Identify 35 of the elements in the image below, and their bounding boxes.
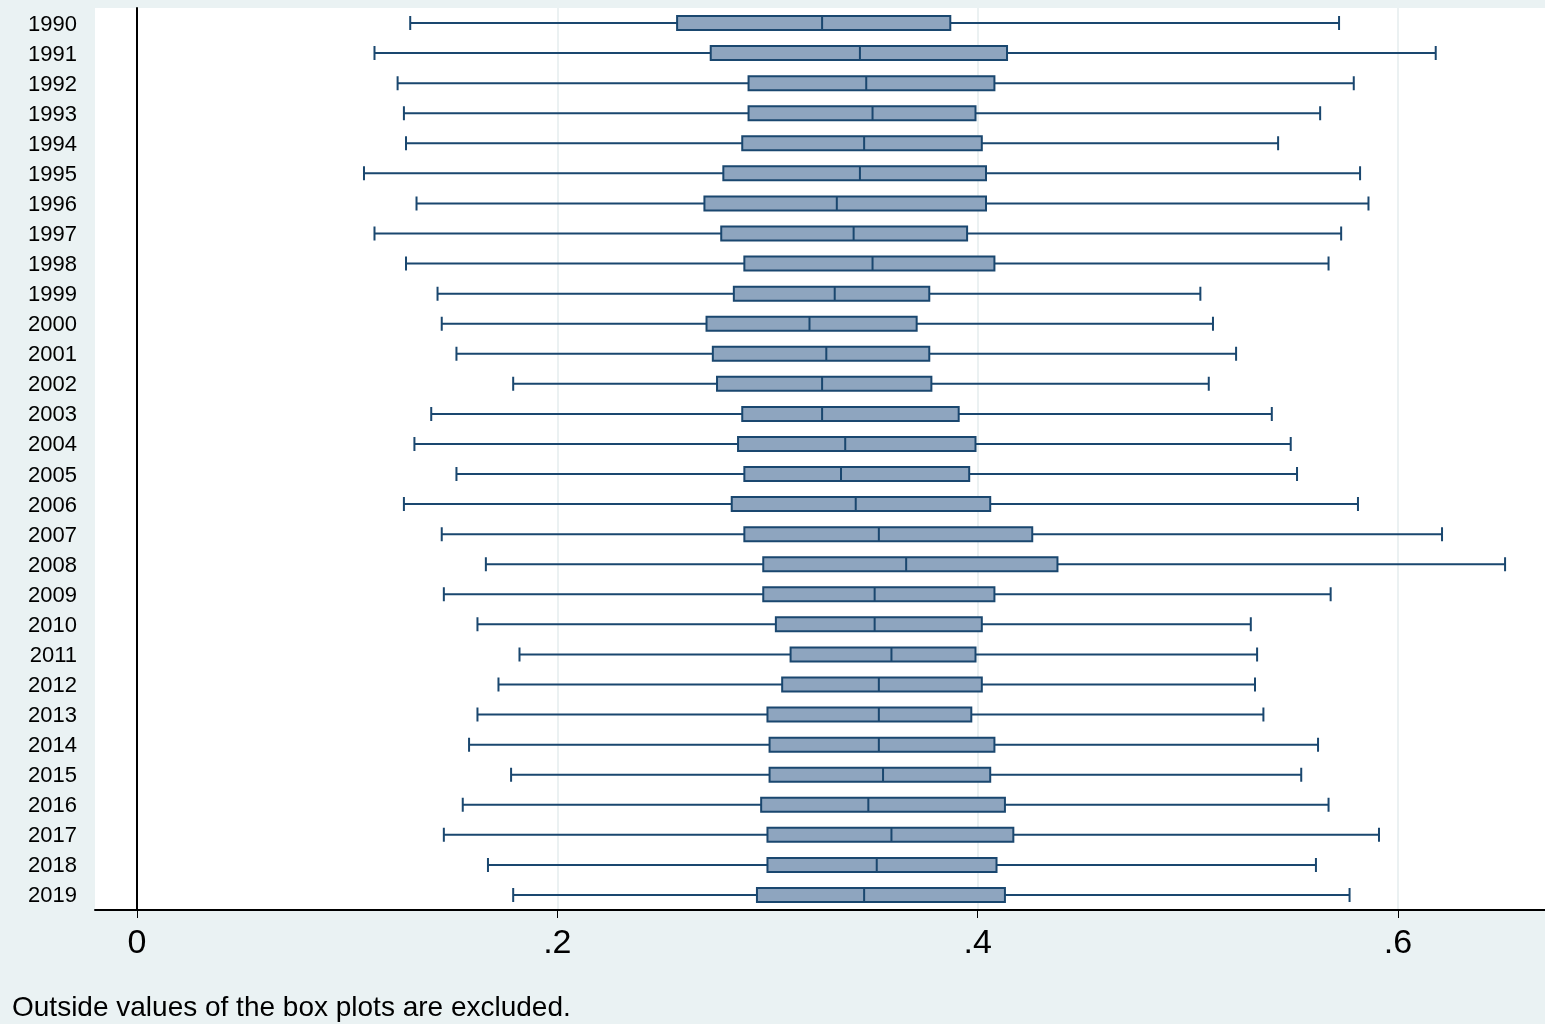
x-tick-label: .6 — [1383, 922, 1413, 960]
y-tick-label: 2008 — [28, 551, 77, 577]
y-tick-label: 1995 — [28, 160, 77, 186]
y-tick-label: 2015 — [28, 762, 77, 788]
y-tick-label: 2004 — [28, 431, 77, 457]
y-tick-label: 2018 — [28, 852, 77, 878]
y-tick-label: 2016 — [28, 792, 77, 818]
y-tick-label: 1997 — [28, 221, 77, 246]
y-tick-label: 2010 — [28, 611, 77, 637]
y-tick-label: 1993 — [28, 100, 77, 126]
y-tick-label: 2013 — [28, 702, 77, 728]
y-tick-label: 2001 — [28, 341, 77, 367]
y-tick-label: 2019 — [28, 882, 77, 908]
y-tick-label: 1992 — [28, 70, 77, 96]
y-tick-label: 2017 — [28, 822, 77, 848]
y-tick-label: 1991 — [28, 40, 77, 66]
y-tick-label: 2012 — [28, 672, 77, 697]
y-tick-label: 2011 — [29, 641, 77, 667]
x-tick-label: .4 — [963, 922, 992, 960]
y-tick-label: 2000 — [28, 311, 77, 337]
y-tick-label: 2009 — [28, 581, 77, 607]
y-tick-label: 2005 — [28, 461, 77, 487]
x-tick-label: 0 — [127, 922, 147, 960]
y-tick-label: 1990 — [28, 10, 77, 36]
text: Outside values of the box plots are excluded. — [12, 990, 571, 1022]
y-tick-label: 1996 — [28, 190, 77, 216]
y-tick-label: 1994 — [28, 130, 77, 156]
y-tick-label: 2003 — [28, 401, 77, 427]
y-tick-label: 1999 — [28, 281, 77, 307]
y-tick-label: 2002 — [28, 371, 77, 397]
x-tick-label: .2 — [543, 922, 572, 960]
y-tick-label: 2014 — [28, 732, 77, 758]
y-tick-label: 2007 — [28, 521, 77, 547]
y-tick-label: 2006 — [28, 491, 77, 517]
y-tick-label: 1998 — [28, 251, 77, 277]
